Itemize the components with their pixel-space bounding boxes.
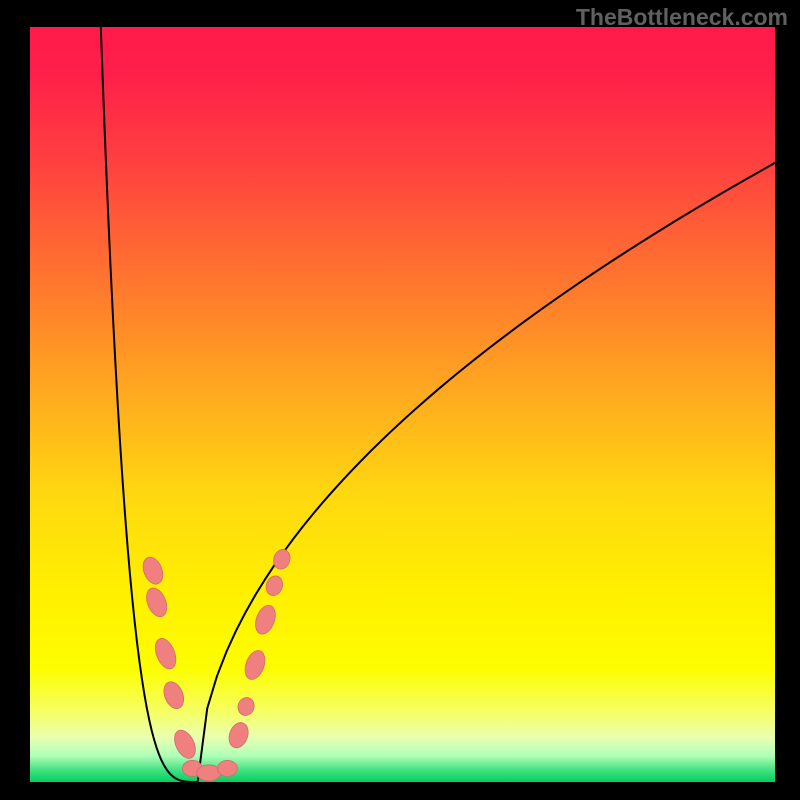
gradient-background — [30, 27, 775, 782]
watermark-text: TheBottleneck.com — [576, 4, 788, 31]
chart-svg — [30, 27, 775, 782]
chart-container: TheBottleneck.com — [0, 0, 800, 800]
plot-area — [30, 27, 775, 782]
data-marker — [217, 760, 237, 776]
